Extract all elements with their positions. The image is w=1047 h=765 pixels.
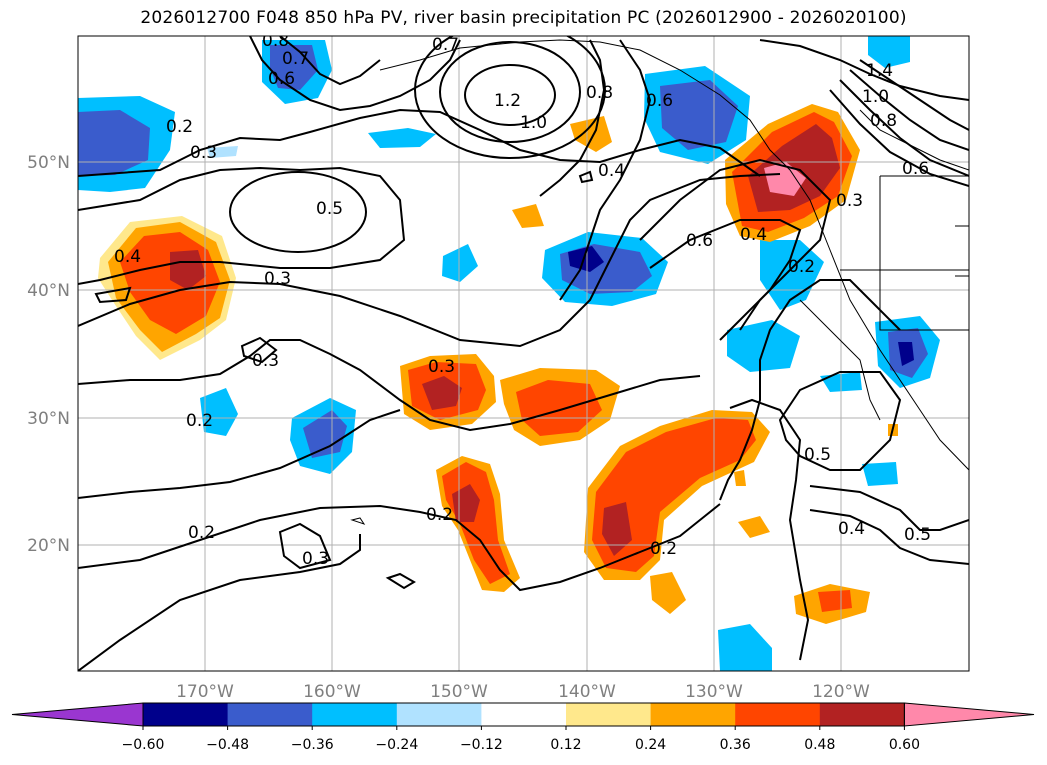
contour-label: 0.4	[838, 519, 865, 539]
latitude-axis: 50°N 40°N 30°N 20°N	[27, 153, 70, 556]
longitude-label: 150°W	[430, 682, 488, 702]
contour-label: 0.8	[262, 31, 289, 51]
contour-label: 0.3	[252, 351, 279, 371]
contour-label: 0.3	[428, 357, 455, 377]
longitude-label: 170°W	[176, 682, 234, 702]
longitude-label: 160°W	[303, 682, 361, 702]
colorbar-swatch	[396, 703, 482, 726]
positive-anomaly-regions	[98, 104, 898, 624]
contour-label: 1.4	[866, 61, 893, 81]
colorbar: −0.60 −0.48 −0.36 −0.24 −0.12 0.12 0.24 0.36 0.4…	[11, 702, 1035, 753]
contour-label: 0.8	[870, 111, 897, 131]
contour-label: 0.2	[650, 539, 677, 559]
contour-label: 0.6	[902, 159, 929, 179]
longitude-label: 140°W	[558, 682, 616, 702]
contour-label: 0.3	[302, 549, 329, 569]
colorbar-swatch	[312, 703, 398, 726]
colorbar-tick-label: 0.24	[635, 737, 666, 753]
coastlines	[350, 39, 969, 590]
contour-label: 1.0	[862, 87, 889, 107]
colorbar-swatch	[227, 703, 313, 726]
contour-label: 0.7	[282, 49, 309, 69]
contour-label: 0.3	[264, 269, 291, 289]
contour-label: 0.2	[186, 411, 213, 431]
longitude-label: 130°W	[685, 682, 743, 702]
contour-label: 0.2	[426, 505, 453, 525]
contour-label: 0.2	[166, 117, 193, 137]
latitude-label: 30°N	[27, 409, 70, 429]
colorbar-extend-min	[11, 702, 144, 727]
pv-contours	[78, 36, 969, 671]
map-frame	[77, 35, 970, 672]
contour-label: 0.3	[190, 143, 217, 163]
colorbar-tick-label: −0.60	[122, 737, 165, 753]
map-field: 0.8 0.7 0.6 0.2 0.3 0.7 1.2 1.0 0.8 0.6 …	[78, 31, 969, 671]
contour-label: 0.8	[586, 83, 613, 103]
colorbar-outline	[142, 702, 905, 727]
contour-label: 0.6	[268, 69, 295, 89]
longitude-label: 120°W	[812, 682, 870, 702]
colorbar-tick-label: −0.36	[291, 737, 334, 753]
colorbar-tick-label: −0.24	[375, 737, 418, 753]
latitude-label: 50°N	[27, 153, 70, 173]
colorbar-tick-label: 0.12	[550, 737, 581, 753]
contour-label: 0.3	[836, 191, 863, 211]
colorbar-tick-label: 0.36	[720, 737, 751, 753]
contour-label: 0.6	[686, 231, 713, 251]
contour-label: 0.4	[598, 161, 625, 181]
contour-label: 1.0	[520, 113, 547, 133]
colorbar-swatch	[819, 703, 905, 726]
graticule	[78, 36, 969, 671]
colorbar-swatch	[650, 703, 736, 726]
contour-label: 0.6	[646, 91, 673, 111]
colorbar-tick-label: −0.12	[460, 737, 503, 753]
colorbar-tick-label: 0.60	[889, 737, 920, 753]
colorbar-swatch	[735, 703, 821, 726]
contour-label: 0.2	[188, 523, 215, 543]
colorbar-tick-label: 0.48	[804, 737, 835, 753]
contour-labels: 0.8 0.7 0.6 0.2 0.3 0.7 1.2 1.0 0.8 0.6 …	[114, 31, 931, 569]
latitude-label: 20°N	[27, 536, 70, 556]
contour-label: 1.2	[494, 91, 521, 111]
colorbar-swatch	[566, 703, 652, 726]
colorbar-swatch	[481, 703, 567, 726]
contour-label: 0.5	[316, 199, 343, 219]
contour-label: 0.2	[788, 257, 815, 277]
colorbar-swatch	[143, 703, 229, 726]
longitude-axis: 170°W 160°W 150°W 140°W 130°W 120°W	[176, 682, 870, 702]
negative-anomaly-regions	[78, 36, 940, 671]
colorbar-extend-max	[903, 702, 1035, 727]
contour-label: 0.4	[114, 247, 141, 267]
contour-label: 0.4	[740, 225, 767, 245]
figure-title: 2026012700 F048 850 hPa PV, river basin …	[140, 8, 907, 28]
contour-label: 0.7	[432, 35, 459, 55]
colorbar-tick-label: −0.48	[206, 737, 249, 753]
latitude-label: 40°N	[27, 281, 70, 301]
contour-label: 0.5	[904, 525, 931, 545]
contour-label: 0.5	[804, 445, 831, 465]
